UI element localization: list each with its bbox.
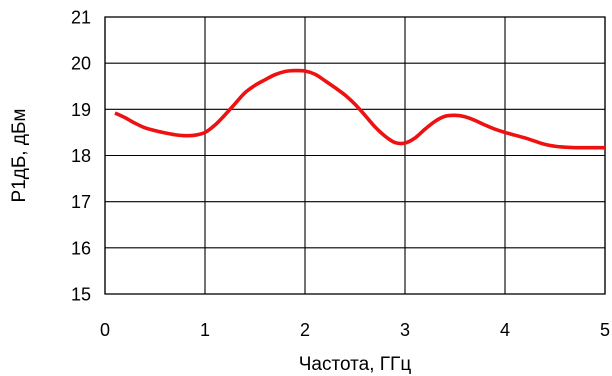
x-tick-label: 2 — [300, 320, 310, 340]
y-tick-label: 21 — [71, 8, 91, 28]
series-layer — [114, 68, 605, 150]
y-tick-label: 18 — [71, 146, 91, 166]
x-tick-label: 4 — [500, 320, 510, 340]
x-axis-title: Частота, ГГц — [299, 354, 412, 375]
series-line-0 — [114, 68, 605, 150]
x-tick-label: 5 — [600, 320, 610, 340]
x-tick-label: 3 — [400, 320, 410, 340]
y-tick-label: 19 — [71, 100, 91, 120]
x-tick-label: 0 — [100, 320, 110, 340]
y-axis-title: P1дБ, дБм — [9, 109, 30, 203]
y-axis-tick-labels: 15 16 17 18 19 20 21 — [71, 8, 91, 305]
x-axis-tick-labels: 0 1 2 3 4 5 — [100, 320, 610, 340]
x-tick-label: 1 — [200, 320, 210, 340]
plot-area-border — [104, 16, 606, 295]
y-tick-label: 20 — [71, 54, 91, 74]
y-tick-label: 16 — [71, 238, 91, 258]
grid-lines — [104, 16, 606, 295]
y-tick-label: 15 — [71, 285, 91, 305]
y-tick-label: 17 — [71, 192, 91, 212]
